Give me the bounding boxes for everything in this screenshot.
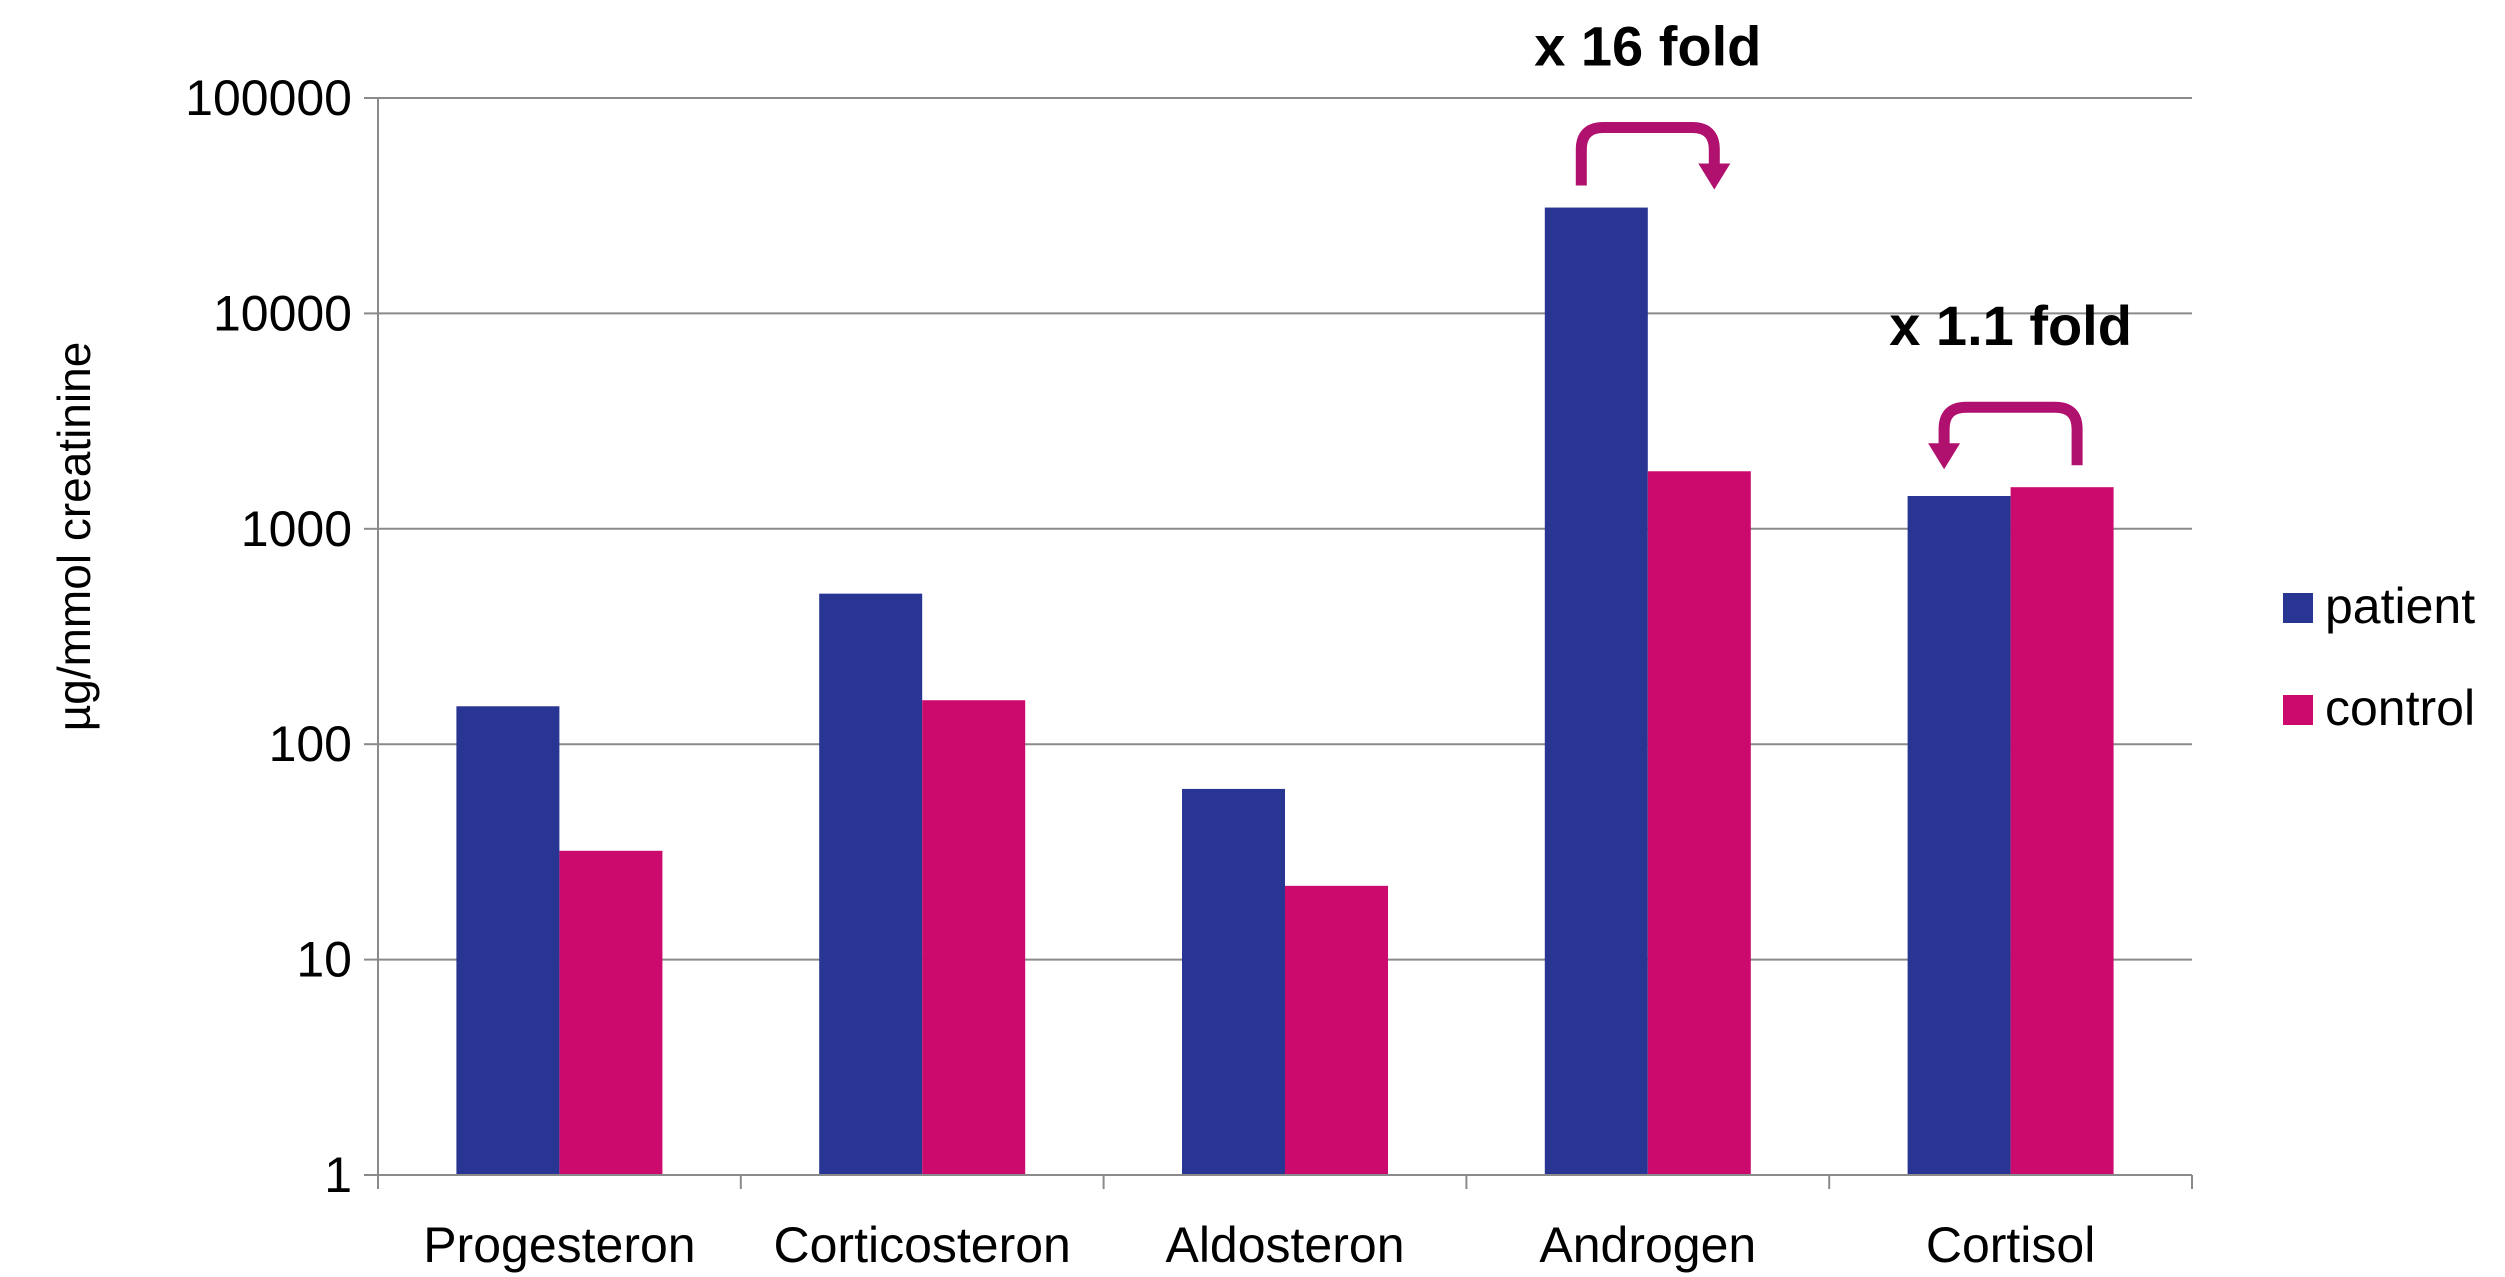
y-axis-title: µg/mmol creatinine bbox=[48, 342, 100, 732]
y-tick-label: 1000 bbox=[241, 501, 352, 557]
category-label: Corticosteron bbox=[774, 1217, 1071, 1273]
annotation-arrowhead bbox=[1698, 163, 1731, 190]
legend-swatch-patient bbox=[2283, 593, 2313, 623]
bar-control-androgen bbox=[1647, 471, 1751, 1175]
category-label: Cortisol bbox=[1926, 1217, 2095, 1273]
y-tick-label: 10 bbox=[296, 932, 352, 988]
category-labels: Progesteron Corticosteron Aldosteron Androg… bbox=[423, 1217, 2095, 1273]
y-tick-label: 100000 bbox=[185, 70, 352, 126]
y-tick-labels: 1 10 100 1000 10000 100000 bbox=[185, 70, 352, 1203]
category-label: Progesteron bbox=[423, 1217, 695, 1273]
annotation-label: x 1.1 fold bbox=[1889, 294, 2132, 357]
y-tick-label: 1 bbox=[324, 1147, 352, 1203]
legend-label-control: control bbox=[2325, 680, 2475, 736]
annotations: x 16 fold x 1.1 fold bbox=[1534, 15, 2132, 470]
bar-patient-corticosteron bbox=[819, 593, 923, 1175]
axes bbox=[364, 97, 2193, 1189]
legend-swatch-control bbox=[2283, 695, 2313, 725]
bar-control-cortisol bbox=[2010, 487, 2114, 1176]
category-label: Androgen bbox=[1539, 1217, 1756, 1273]
y-tick-label: 100 bbox=[269, 716, 352, 772]
bars bbox=[456, 207, 2114, 1176]
bar-patient-progesteron bbox=[456, 706, 560, 1175]
annotation-arrowhead bbox=[1928, 443, 1961, 470]
bar-control-corticosteron bbox=[922, 700, 1026, 1175]
bar-patient-cortisol bbox=[1907, 495, 2011, 1176]
bar-patient-aldosteron bbox=[1182, 788, 1285, 1175]
annotation-label: x 16 fold bbox=[1534, 15, 1761, 78]
bar-control-progesteron bbox=[559, 850, 663, 1175]
legend: patient control bbox=[2283, 578, 2475, 736]
annotation-arrow bbox=[1575, 122, 1720, 186]
bar-control-aldosteron bbox=[1285, 885, 1388, 1175]
bar-patient-androgen bbox=[1544, 207, 1648, 1176]
gridlines bbox=[378, 97, 2192, 961]
legend-label-patient: patient bbox=[2325, 578, 2475, 634]
category-label: Aldosteron bbox=[1165, 1217, 1404, 1273]
annotation-arrow bbox=[1938, 401, 2083, 466]
y-tick-label: 10000 bbox=[213, 285, 352, 341]
